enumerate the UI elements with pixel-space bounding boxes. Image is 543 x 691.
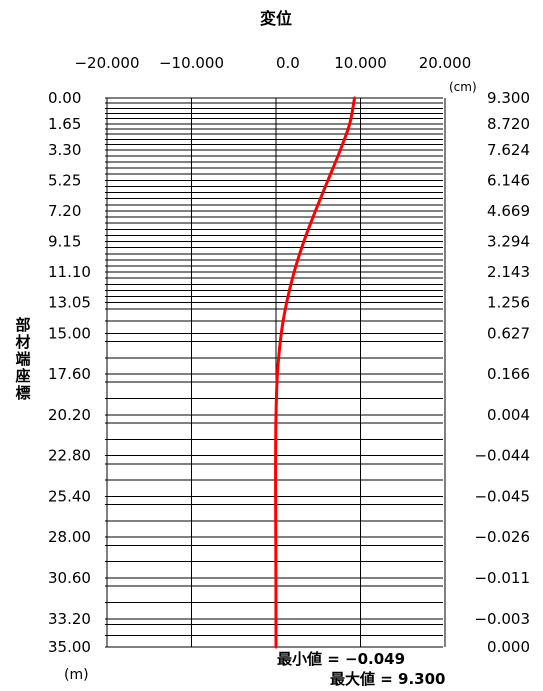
value-label: 7.624 — [487, 141, 530, 159]
value-label: −0.045 — [474, 487, 530, 505]
y-axis-label-char: 材 — [15, 333, 30, 351]
chart-title: 変位 — [260, 9, 292, 28]
x-tick-label: 10.000 — [334, 54, 387, 72]
value-label: −0.003 — [474, 610, 530, 628]
value-label: 2.143 — [487, 263, 530, 281]
x-tick-label: −20.000 — [74, 54, 139, 72]
y-axis-label-char: 標 — [15, 384, 30, 402]
y-tick-label: 1.65 — [48, 115, 81, 133]
value-label: 9.300 — [487, 89, 530, 107]
plot-grid — [105, 97, 446, 648]
y-tick-label: 15.00 — [48, 324, 91, 342]
y-axis-label-char: 部 — [15, 316, 30, 334]
value-label: 0.627 — [487, 324, 530, 342]
value-label: 6.146 — [487, 171, 530, 189]
value-label: 0.000 — [487, 638, 530, 656]
max-value-label: 最大値 = 9.300 — [330, 670, 445, 688]
y-axis-label-char: 端 — [15, 350, 30, 368]
value-label: 0.004 — [487, 406, 530, 424]
y-tick-label: 28.00 — [48, 528, 91, 546]
y-tick-labels: 0.00 1.65 3.30 5.25 7.20 9.15 11.10 13.05 15.00 1… — [48, 89, 91, 656]
x-tick-label: 0.0 — [276, 54, 300, 72]
x-tick-label: −10.000 — [159, 54, 224, 72]
value-label: 4.669 — [487, 202, 530, 220]
y-tick-label: 7.20 — [48, 202, 81, 220]
x-tick-label: 20.000 — [419, 54, 472, 72]
value-labels: 9.300 8.720 7.624 6.146 4.669 3.294 2.143 1.256… — [474, 89, 530, 656]
y-tick-label: 9.15 — [48, 233, 81, 251]
y-tick-label: 35.00 — [48, 638, 91, 656]
y-tick-label: 30.60 — [48, 569, 91, 587]
value-label: 0.166 — [487, 365, 530, 383]
y-unit-label: (m) — [64, 667, 89, 683]
y-tick-label: 5.25 — [48, 171, 81, 189]
y-tick-label: 22.80 — [48, 447, 91, 465]
y-tick-label: 3.30 — [48, 141, 81, 159]
y-axis-label-char: 座 — [14, 367, 30, 385]
y-tick-label: 0.00 — [48, 89, 81, 107]
y-tick-label: 25.40 — [48, 487, 91, 505]
value-label: −0.044 — [474, 447, 530, 465]
y-tick-label: 33.20 — [48, 610, 91, 628]
y-tick-label: 13.05 — [48, 294, 91, 312]
x-unit-label: (cm) — [449, 80, 477, 94]
value-label: 1.256 — [487, 294, 530, 312]
displacement-line — [274, 96, 357, 649]
x-tick-labels: −20.000 −10.000 0.0 10.000 20.000 — [74, 54, 471, 72]
value-label: 8.720 — [487, 115, 530, 133]
y-tick-label: 11.10 — [48, 263, 91, 281]
min-value-label: 最小値 = −0.049 — [277, 650, 405, 668]
y-tick-label: 20.20 — [48, 406, 91, 424]
value-label: 3.294 — [487, 233, 530, 251]
value-label: −0.011 — [474, 569, 530, 587]
value-label: −0.026 — [474, 528, 530, 546]
y-tick-label: 17.60 — [48, 365, 91, 383]
